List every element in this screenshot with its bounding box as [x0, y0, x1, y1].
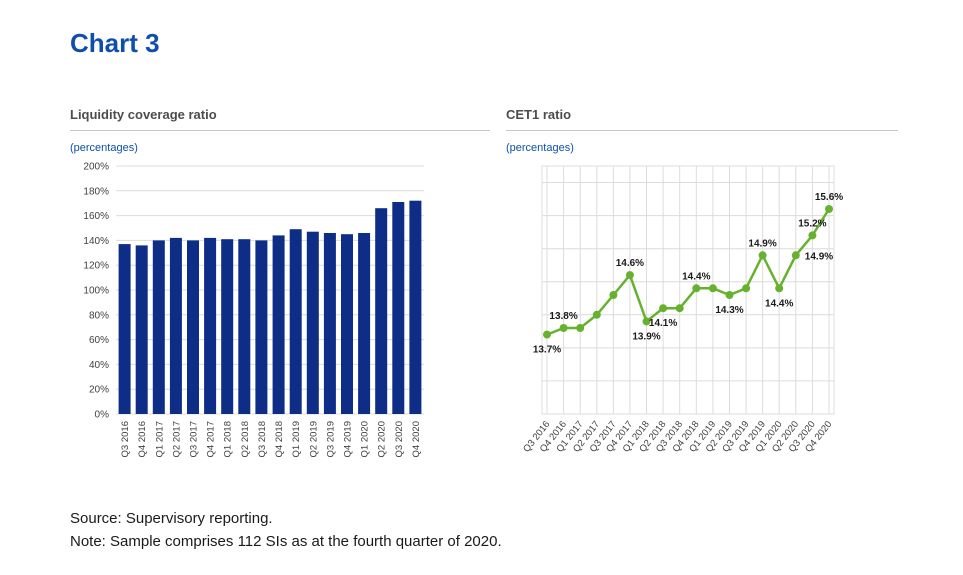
cet1-panel: CET1 ratio (percentages) 13.7% 13.8% 14.6%…	[506, 107, 898, 483]
data-point	[576, 324, 585, 332]
data-point	[592, 310, 601, 319]
bar	[392, 202, 405, 414]
x-tick-label: Q4 2017	[206, 421, 217, 457]
data-label: 13.8%	[549, 311, 577, 322]
page: Chart 3 Liquidity coverage ratio (percen…	[70, 28, 963, 554]
bar	[375, 208, 388, 414]
bar	[289, 229, 302, 414]
x-tick-label: Q2 2018	[240, 421, 251, 457]
data-point	[692, 284, 701, 293]
data-point	[675, 304, 684, 313]
x-tick-label: Q4 2018	[274, 421, 285, 457]
data-label: 14.9%	[748, 238, 776, 249]
y-tick-label: 80%	[89, 310, 109, 321]
x-tick-label: Q4 2019	[343, 421, 354, 457]
bar	[306, 231, 319, 414]
data-point	[609, 291, 618, 299]
x-tick-label: Q1 2018	[223, 421, 234, 457]
data-label: 14.4%	[765, 298, 793, 309]
data-label: 15.2%	[798, 218, 826, 229]
bar	[221, 239, 234, 414]
bar	[169, 237, 182, 414]
bar	[238, 239, 251, 414]
cet1-unit-label: (percentages)	[506, 142, 574, 154]
data-label: 14.9%	[805, 251, 833, 262]
y-tick-label: 180%	[83, 186, 109, 197]
x-tick-label: Q3 2020	[394, 421, 405, 457]
data-label: 14.3%	[715, 305, 743, 316]
data-point	[559, 324, 568, 332]
lcr-unit-label: (percentages)	[70, 142, 138, 154]
chart-panels: Liquidity coverage ratio (percentages) 0…	[70, 107, 963, 483]
lcr-panel-title: Liquidity coverage ratio	[70, 107, 490, 131]
source-line: Source: Supervisory reporting.	[70, 510, 273, 527]
plot-border	[541, 165, 835, 415]
data-point	[708, 284, 717, 293]
data-label: 15.6%	[815, 192, 843, 203]
note-line: Note: Sample comprises 112 SIs as at the…	[70, 533, 502, 551]
data-point	[775, 284, 784, 293]
x-tick-label: Q1 2019	[291, 421, 302, 457]
bar	[135, 245, 148, 414]
data-point	[808, 231, 817, 240]
data-point	[625, 271, 634, 280]
bar	[409, 200, 422, 414]
lcr-panel: Liquidity coverage ratio (percentages) 0…	[70, 107, 490, 483]
x-tick-label: Q3 2017	[189, 421, 200, 457]
x-tick-label: Q2 2017	[171, 421, 182, 457]
bar	[204, 237, 217, 414]
bar	[358, 233, 371, 414]
data-label: 13.9%	[632, 331, 660, 342]
y-tick-label: 40%	[89, 360, 109, 371]
bar	[255, 240, 268, 414]
y-tick-label: 20%	[89, 385, 109, 396]
bar	[341, 234, 353, 414]
data-label: 14.1%	[649, 318, 677, 329]
lcr-bar-chart: 0% 20% 40% 60% 80% 100% 120% 140% 160% 180% 200% Q3…	[83, 162, 424, 457]
y-tick-label: 0%	[95, 410, 110, 421]
bar	[152, 240, 165, 414]
cet1-panel-title: CET1 ratio	[506, 107, 898, 131]
data-point	[825, 205, 833, 213]
bar	[118, 244, 131, 414]
y-tick-label: 160%	[83, 211, 109, 222]
data-point	[725, 291, 734, 299]
bar	[323, 233, 336, 414]
data-label: 13.7%	[533, 345, 561, 356]
y-tick-label: 60%	[89, 335, 109, 346]
data-point	[543, 330, 551, 339]
chart-footer: Source: Supervisory reporting. Note: Sam…	[70, 507, 963, 554]
x-tick-label: Q1 2020	[360, 421, 371, 457]
data-point	[742, 284, 751, 293]
x-tick-label: Q1 2017	[154, 421, 165, 457]
bar	[272, 235, 285, 414]
y-tick-label: 200%	[83, 162, 109, 173]
x-tick-label: Q2 2020	[377, 421, 388, 457]
data-label: 14.6%	[616, 258, 644, 269]
x-tick-label: Q2 2019	[308, 421, 319, 457]
x-tick-label: Q3 2018	[257, 421, 268, 457]
y-tick-label: 140%	[83, 236, 109, 247]
data-label: 14.4%	[682, 271, 710, 282]
data-point	[791, 251, 800, 260]
x-tick-label: Q3 2016	[120, 421, 131, 457]
x-tick-label: Q4 2020	[411, 421, 422, 457]
x-tick-label: Q3 2019	[325, 421, 336, 457]
data-point	[758, 251, 767, 260]
bar	[187, 240, 199, 414]
y-tick-label: 100%	[83, 286, 109, 297]
data-point	[659, 304, 668, 313]
cet1-line-chart: 13.7% 13.8% 14.6% 13.9% 14.1% 14.4% 14.3% 14.9%…	[521, 165, 843, 455]
data-point	[642, 317, 651, 326]
x-tick-label: Q4 2016	[137, 421, 148, 457]
page-title: Chart 3	[70, 28, 160, 58]
y-tick-label: 120%	[83, 261, 109, 272]
